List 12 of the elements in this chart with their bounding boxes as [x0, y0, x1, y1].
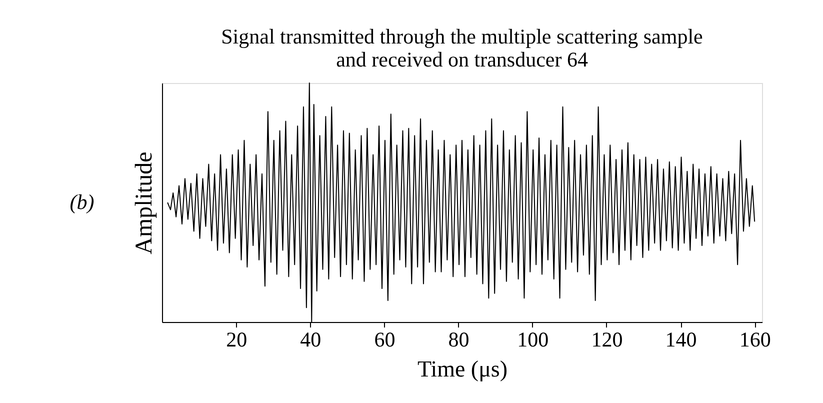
x-tick-label: 100	[517, 328, 549, 352]
chart-title: Signal transmitted through the multiple scattering sample and received on transducer 64	[221, 24, 703, 72]
x-tick-label: 40	[300, 328, 322, 352]
x-tick-label: 120	[591, 328, 623, 352]
x-tick-label: 160	[739, 328, 771, 352]
y-axis-title: Amplitude	[132, 152, 158, 254]
x-tick-label: 60	[374, 328, 396, 352]
x-tick-label: 140	[665, 328, 697, 352]
x-tick-label: 80	[448, 328, 470, 352]
x-axis-title: Time (μs)	[417, 356, 508, 382]
text: (b)	[70, 190, 94, 214]
x-tick-label: 20	[226, 328, 248, 352]
